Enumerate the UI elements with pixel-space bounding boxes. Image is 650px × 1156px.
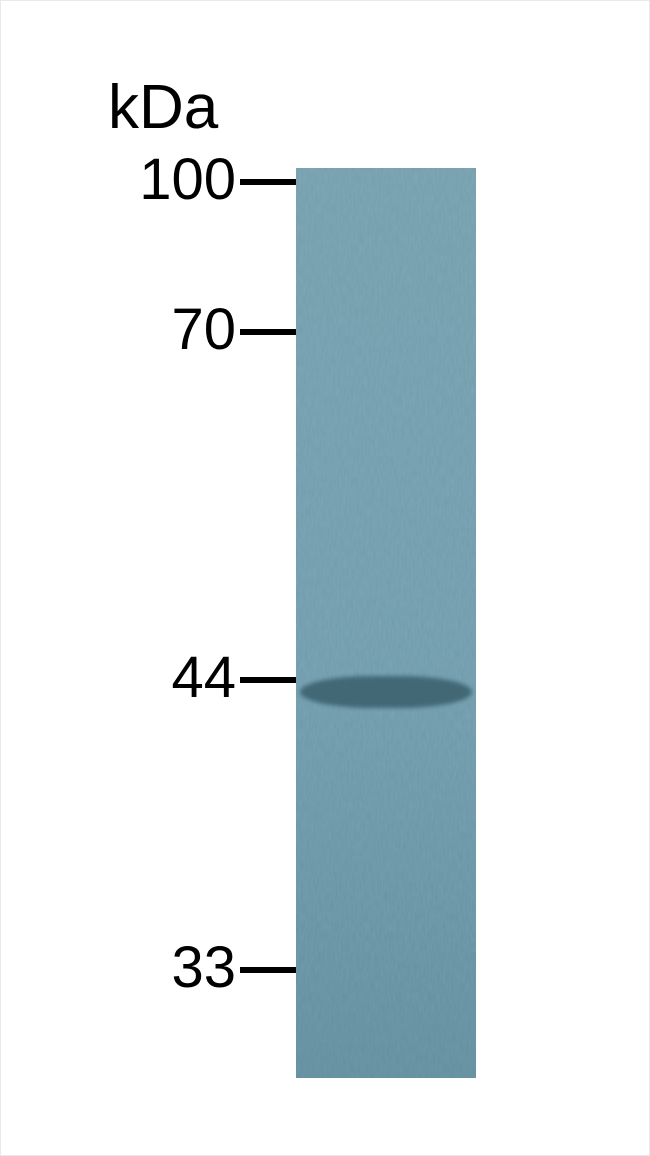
- marker-tick: [240, 179, 296, 185]
- marker-tick: [240, 677, 296, 683]
- marker-label: 44: [171, 644, 236, 711]
- protein-band: [300, 676, 472, 708]
- blot-figure: kDa 100 70 44 33: [0, 0, 650, 1156]
- blot-lane: [296, 168, 476, 1078]
- unit-label: kDa: [108, 72, 218, 143]
- marker-label: 70: [171, 296, 236, 363]
- lane-svg: [296, 168, 476, 1078]
- marker-tick: [240, 329, 296, 335]
- marker-tick: [240, 967, 296, 973]
- marker-label: 33: [171, 934, 236, 1001]
- marker-label: 100: [139, 146, 236, 213]
